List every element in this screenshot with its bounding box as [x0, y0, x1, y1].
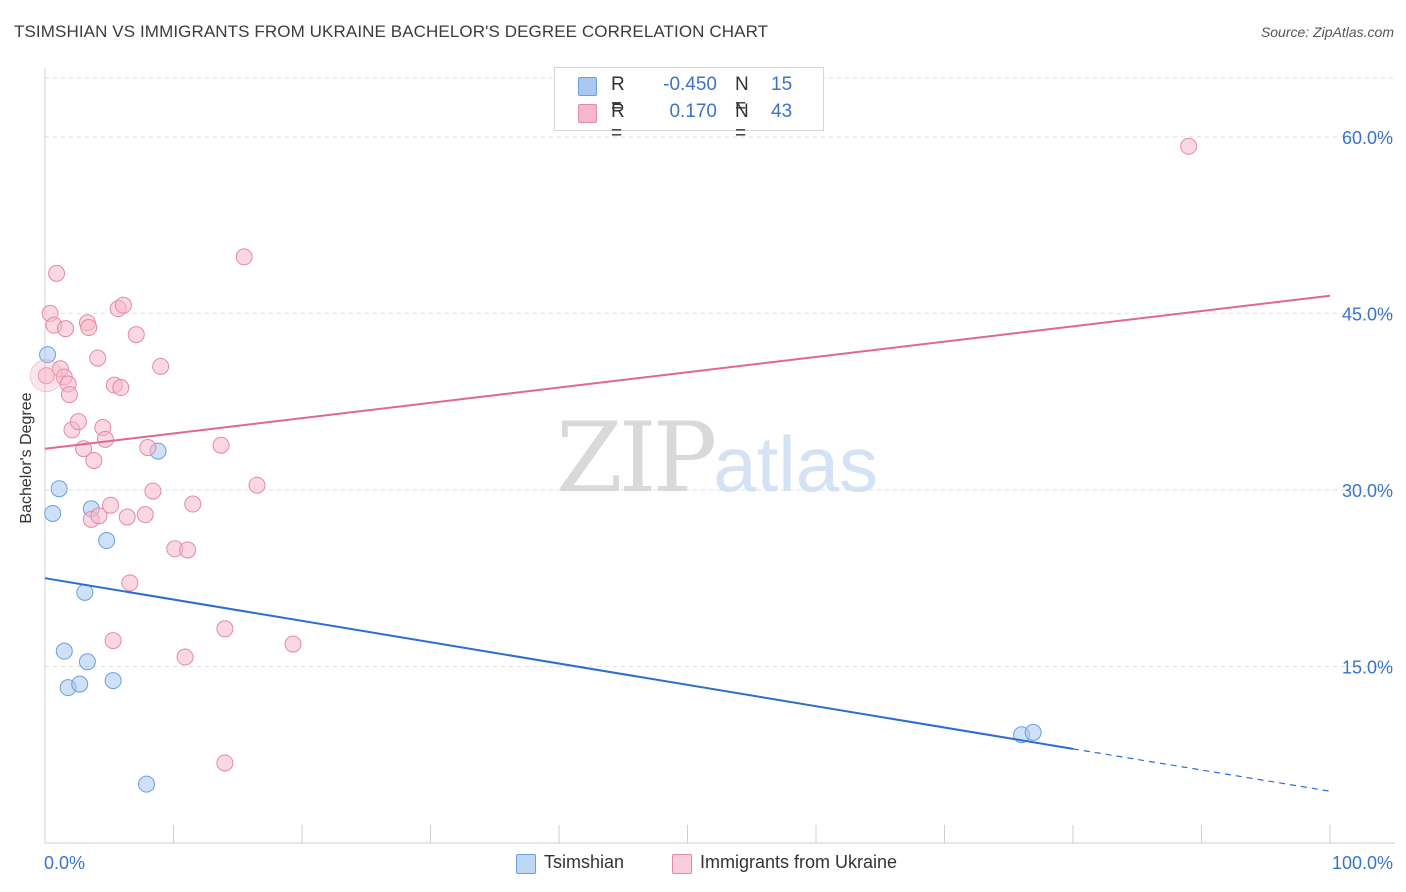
ukraine-point	[60, 386, 78, 404]
ukraine-point	[144, 482, 162, 500]
tsimshian-point	[138, 775, 156, 793]
ukraine-point	[48, 264, 66, 282]
legend-r-label: R =	[611, 74, 625, 117]
tsimshian-point	[44, 504, 62, 522]
y-tick-label: 15.0%	[1342, 657, 1393, 677]
ukraine-point	[112, 379, 130, 397]
series-label-ukraine: Immigrants from Ukraine	[700, 852, 898, 872]
series-label-tsimshian: Tsimshian	[544, 852, 625, 872]
ukraine-point	[114, 296, 132, 314]
tsimshian-trendline	[44, 577, 1074, 750]
legend-r-value: 0.170	[669, 101, 717, 122]
ukraine-point	[176, 648, 194, 666]
legend-r-value: -0.450	[663, 74, 717, 95]
legend-swatch-tsimshian	[578, 77, 597, 96]
tsimshian-point	[98, 532, 116, 550]
ukraine-point	[184, 495, 202, 513]
y-tick-label: 60.0%	[1342, 128, 1393, 148]
ukraine-point	[29, 359, 63, 393]
legend-n-label: N =	[735, 74, 749, 117]
series-swatch-tsimshian	[516, 854, 536, 874]
ukraine-point	[118, 508, 136, 526]
tsimshian-point	[78, 653, 96, 671]
ukraine-trendline	[44, 294, 1331, 450]
tsimshian-point	[39, 346, 57, 364]
ukraine-point	[104, 632, 122, 650]
ukraine-point	[90, 507, 108, 525]
ukraine-point	[139, 439, 157, 457]
watermark-zip: ZIP	[556, 402, 717, 514]
ukraine-point	[69, 413, 87, 431]
legend-n-value: 43	[771, 101, 793, 122]
ukraine-point	[235, 248, 253, 266]
legend-n-label: N =	[735, 101, 749, 144]
ukraine-point	[212, 436, 230, 454]
ukraine-point	[216, 754, 234, 772]
ukraine-point	[80, 319, 98, 337]
legend-n-value: 15	[771, 74, 793, 95]
ukraine-point	[85, 452, 103, 469]
ukraine-point	[102, 496, 120, 514]
y-tick-label: 45.0%	[1342, 304, 1393, 324]
ukraine-point	[127, 326, 145, 344]
y-axis-label: Bachelor's Degree	[18, 392, 35, 524]
tsimshian-point	[71, 675, 89, 693]
x-tick-label: 100.0%	[1332, 853, 1393, 873]
tsimshian-point	[1024, 723, 1042, 741]
ukraine-point	[216, 620, 234, 638]
ukraine-point	[57, 320, 75, 338]
ukraine-point	[96, 430, 114, 448]
watermark: ZIPatlas	[556, 402, 878, 514]
source-label: Source: ZipAtlas.com	[1260, 24, 1394, 40]
watermark-atlas: atlas	[713, 420, 878, 508]
correlation-legend: R = -0.450 N = 15 R = 0.170 N = 43	[554, 67, 824, 144]
ukraine-point	[89, 349, 107, 367]
tsimshian-point	[55, 642, 73, 660]
ukraine-point	[1180, 137, 1198, 155]
y-tick-label: 30.0%	[1342, 481, 1393, 501]
tsimshian-point	[104, 672, 122, 690]
chart-title: TSIMSHIAN VS IMMIGRANTS FROM UKRAINE BAC…	[14, 22, 769, 41]
series-swatch-ukraine	[672, 854, 692, 874]
tsimshian-point	[50, 480, 68, 498]
ukraine-point	[37, 367, 55, 385]
ukraine-point	[152, 357, 170, 375]
x-tick-label: 0.0%	[44, 853, 85, 873]
ukraine-point	[121, 574, 139, 592]
ukraine-point	[136, 506, 154, 524]
tsimshian-trendline-extension	[1072, 748, 1331, 792]
legend-swatch-ukraine	[578, 104, 597, 123]
legend-r-label: R =	[611, 101, 625, 144]
ukraine-point	[284, 635, 302, 653]
series-legend: Tsimshian Immigrants from Ukraine	[0, 852, 1406, 876]
ukraine-point	[179, 541, 197, 559]
ukraine-point	[248, 476, 266, 494]
